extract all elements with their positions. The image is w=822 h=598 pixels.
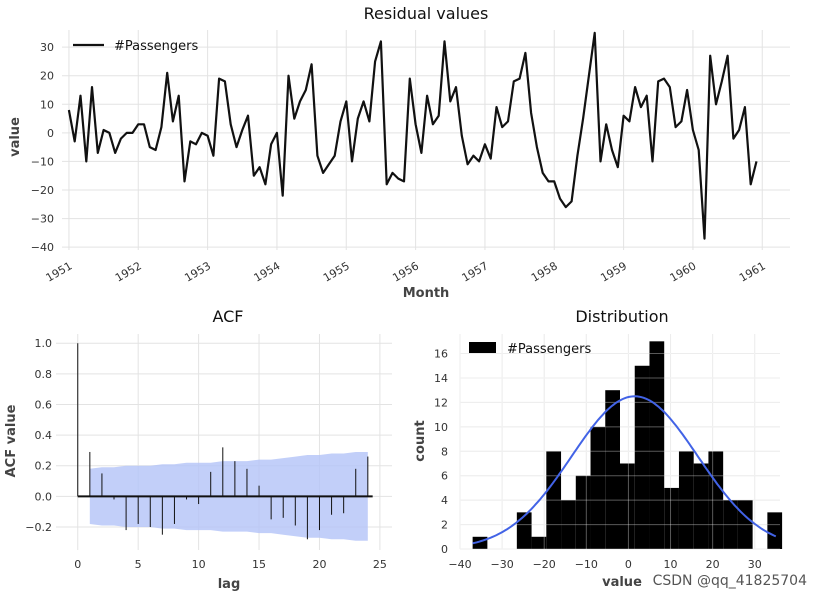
- distribution-grid-overlay: [459, 334, 780, 550]
- residual-line-series: [67, 31, 758, 240]
- residual-xtick-label: 1956: [390, 259, 421, 284]
- distribution-xtick-label: −10: [575, 558, 598, 571]
- residual-ytick-label: −40: [31, 241, 54, 254]
- distribution-legend-swatch: [469, 342, 496, 353]
- distribution-bar: [575, 475, 591, 549]
- acf-xtick-label: 5: [135, 558, 142, 571]
- acf-axes: −0.2 0.0 0.2 0.4 0.6 0.8 1.0 0 5 10 15 20 25: [25, 337, 387, 571]
- distribution-ylabel: count: [413, 420, 428, 461]
- distribution-ytick-label: 16: [434, 348, 448, 361]
- residual-xtick-label: 1952: [113, 259, 144, 284]
- distribution-xtick-label: 0: [625, 558, 632, 571]
- acf-ytick-label: 0.2: [35, 460, 53, 473]
- distribution-ytick-label: 14: [434, 372, 448, 385]
- residual-ytick-label: −20: [31, 184, 54, 197]
- acf-ytick-label: 1.0: [35, 337, 53, 350]
- residual-xlabel: Month: [403, 286, 450, 301]
- distribution-bar: [590, 426, 606, 549]
- residual-xtick-label: 1960: [668, 259, 699, 284]
- residual-grid: [62, 30, 790, 250]
- distribution-ytick-label: 6: [441, 470, 448, 483]
- distribution-panel: 0 2 4 6 8 10 12 14 16 −40 −30 −20 −10 0 10 20 30 Distrib…: [413, 307, 783, 590]
- distribution-xtick-label: −30: [490, 558, 513, 571]
- distribution-bar: [516, 512, 532, 549]
- distribution-bar: [723, 500, 738, 549]
- distribution-legend-label: #Passengers: [507, 342, 591, 357]
- distribution-ytick-label: 10: [434, 421, 448, 434]
- distribution-xlabel: value: [602, 575, 642, 590]
- acf-stems: [77, 343, 369, 540]
- acf-title: ACF: [212, 307, 243, 326]
- residual-xtick-label: 1953: [182, 259, 213, 284]
- residual-xtick-label: 1955: [321, 259, 352, 284]
- acf-ytick-label: 0.8: [35, 368, 53, 381]
- distribution-bar: [678, 451, 694, 549]
- distribution-ytick-label: 0: [441, 543, 448, 556]
- residual-ytick-label: 0: [47, 127, 54, 140]
- residual-xtick-label: 1959: [598, 259, 629, 284]
- distribution-ytick-label: 8: [441, 445, 448, 458]
- acf-ytick-label: −0.2: [25, 521, 52, 534]
- watermark: CSDN @qq_41825704: [653, 573, 807, 589]
- distribution-bars: [472, 341, 783, 549]
- acf-ytick-label: 0.0: [35, 490, 53, 503]
- distribution-xtick-label: 10: [664, 558, 678, 571]
- distribution-bar: [561, 500, 576, 549]
- distribution-legend: #Passengers: [469, 342, 591, 357]
- distribution-bar: [693, 463, 709, 549]
- residual-ytick-label: 20: [40, 70, 54, 83]
- acf-xtick-label: 10: [192, 558, 206, 571]
- residual-xtick-label: 1961: [737, 259, 768, 284]
- distribution-bar: [634, 365, 650, 549]
- distribution-bar: [531, 536, 547, 549]
- distribution-bar: [620, 463, 635, 549]
- residual-ytick-label: −30: [31, 213, 54, 226]
- distribution-bar: [664, 487, 679, 549]
- residual-values-panel: −40 −30 −20 −10 0 10 20 30 1951 1952 1953 1954 1955 1…: [8, 4, 790, 301]
- acf-xlabel: lag: [218, 577, 241, 592]
- distribution-xtick-label: −40: [448, 558, 471, 571]
- residual-legend: #Passengers: [73, 39, 198, 54]
- distribution-ytick-label: 2: [441, 519, 448, 532]
- residual-xtick-label: 1958: [529, 259, 560, 284]
- residual-axes: −40 −30 −20 −10 0 10 20 30 1951 1952 1953 1954 1955 1…: [31, 41, 768, 284]
- distribution-bar: [605, 390, 620, 549]
- residual-ytick-label: 10: [40, 98, 54, 111]
- acf-xtick-label: 0: [74, 558, 81, 571]
- distribution-bar: [649, 341, 665, 549]
- acf-xtick-label: 25: [373, 558, 387, 571]
- residual-ylabel: value: [8, 117, 23, 157]
- acf-ytick-label: 0.6: [35, 398, 53, 411]
- distribution-axes: 0 2 4 6 8 10 12 14 16 −40 −30 −20 −10 0 10 20 30: [434, 348, 762, 571]
- distribution-kde-curve: [472, 395, 777, 545]
- distribution-xtick-label: 30: [748, 558, 762, 571]
- residual-xtick-label: 1957: [460, 259, 491, 284]
- residual-legend-label: #Passengers: [114, 39, 198, 54]
- distribution-title: Distribution: [575, 307, 668, 326]
- acf-ytick-label: 0.4: [35, 429, 53, 442]
- acf-xtick-label: 15: [252, 558, 266, 571]
- distribution-bar: [767, 512, 783, 549]
- distribution-xtick-label: −20: [533, 558, 556, 571]
- distribution-ytick-label: 12: [434, 396, 448, 409]
- acf-panel: −0.2 0.0 0.2 0.4 0.6 0.8 1.0 0 5 10 15 20 25 ACF lag…: [4, 307, 392, 592]
- acf-xtick-label: 20: [312, 558, 326, 571]
- residual-xtick-label: 1954: [252, 259, 283, 284]
- residual-ytick-label: 30: [40, 41, 54, 54]
- distribution-xtick-label: 20: [706, 558, 720, 571]
- acf-ylabel: ACF value: [4, 404, 19, 477]
- residual-xtick-label: 1951: [44, 259, 75, 284]
- residual-ytick-label: −10: [31, 155, 54, 168]
- residual-title: Residual values: [364, 4, 489, 23]
- distribution-ytick-label: 4: [441, 494, 448, 507]
